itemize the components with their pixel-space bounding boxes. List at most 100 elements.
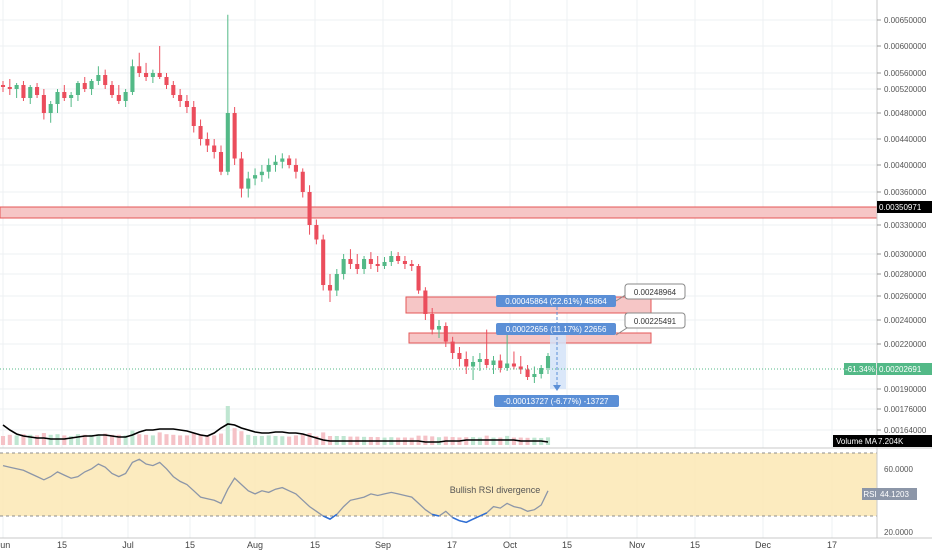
price-tick-label: 0.00400000 xyxy=(884,161,927,170)
volume-bar xyxy=(498,437,503,445)
price-tick-label: 0.00440000 xyxy=(884,135,927,144)
candle-body xyxy=(471,362,476,367)
candle-body xyxy=(525,369,530,377)
candle-body xyxy=(280,158,285,162)
candle-body xyxy=(21,85,26,98)
candle-body xyxy=(382,262,387,266)
candle-body xyxy=(443,326,448,342)
volume-bar xyxy=(144,434,149,445)
price-tick-label: 0.00650000 xyxy=(884,16,927,25)
candle-body xyxy=(0,85,6,87)
candle-body xyxy=(355,264,360,269)
volume-bar xyxy=(266,435,271,445)
volume-bar xyxy=(48,434,53,445)
candle-body xyxy=(144,73,149,77)
volume-bar xyxy=(280,436,285,445)
candle-body xyxy=(225,113,230,172)
volume-bar xyxy=(259,436,264,445)
volume-bar xyxy=(191,433,196,445)
time-tick-label: 15 xyxy=(690,540,700,550)
time-tick-label: 15 xyxy=(185,540,195,550)
volume-bar xyxy=(287,436,292,445)
volume-bar xyxy=(157,432,162,445)
candle-body xyxy=(273,161,278,165)
candle-body xyxy=(375,264,380,266)
candle-body xyxy=(396,256,401,261)
callout-2[interactable]: 0.00225491 xyxy=(615,312,686,336)
candle-body xyxy=(341,259,346,274)
volume-bar xyxy=(35,435,40,445)
rsi-badge: RSI 44.1203 xyxy=(862,488,917,500)
volume-bar xyxy=(212,435,217,445)
price-tick-label: 0.00480000 xyxy=(884,109,927,118)
volume-bar xyxy=(164,434,169,445)
candle-body xyxy=(48,104,53,113)
last-price-text: 0.00202691 xyxy=(879,365,922,374)
candle-body xyxy=(545,356,551,368)
candle-body xyxy=(511,363,516,367)
volume-bar xyxy=(471,437,476,445)
callout-1[interactable]: 0.00248964 xyxy=(615,283,686,302)
price-tick-label: 0.00600000 xyxy=(884,42,927,51)
candle-body xyxy=(157,73,162,77)
candle-body xyxy=(41,95,46,113)
candle-body xyxy=(334,274,339,291)
volume-bar xyxy=(103,433,108,445)
candle-body xyxy=(239,158,244,189)
volume-ma-line xyxy=(2,423,549,443)
measure-label-2-text: 0.00022656 (11.17%) 22656 xyxy=(506,325,607,334)
change-badge-text: -61.34% xyxy=(845,365,875,374)
measure-label-down-text: -0.00013727 (-6.77%) -13727 xyxy=(504,397,610,406)
volume-ma-badge: Volume MA 7.204K xyxy=(833,435,932,447)
volume-bar xyxy=(253,436,258,445)
level-badge: 0.00350971 xyxy=(877,201,932,213)
price-tick-label: 0.00176000 xyxy=(884,405,927,414)
last-price-badge: -61.34% 0.00202691 xyxy=(844,363,932,375)
volume-bar xyxy=(62,435,67,445)
candle-body xyxy=(450,341,455,353)
candle-body xyxy=(416,266,421,291)
time-tick-label: Jun xyxy=(0,540,10,550)
rsi-label: RSI xyxy=(863,490,876,499)
resistance-zone[interactable] xyxy=(0,206,878,219)
candle-body xyxy=(314,225,319,240)
candle-body xyxy=(389,256,394,262)
candle-body xyxy=(307,192,312,225)
volume-bar xyxy=(28,434,33,445)
time-tick-label: Sep xyxy=(375,540,391,550)
candle-body xyxy=(35,87,40,95)
volume-bar xyxy=(96,434,101,445)
candle-body xyxy=(266,165,271,172)
candle-body xyxy=(423,290,428,314)
volume-bar xyxy=(430,436,435,445)
volume-bar xyxy=(218,433,224,445)
measure-label-2: 0.00022656 (11.17%) 22656 xyxy=(496,323,616,335)
volume-ma-value: 7.204K xyxy=(878,437,904,446)
volume-bar xyxy=(7,434,12,445)
candle-body xyxy=(402,261,407,264)
volume-bar xyxy=(423,435,428,445)
level-badge-text: 0.00350971 xyxy=(879,203,922,212)
price-tick-label: 0.00330000 xyxy=(884,221,927,230)
volume-bar xyxy=(171,434,176,445)
candle-body xyxy=(130,66,135,92)
candle-body xyxy=(436,326,442,330)
volume-bar xyxy=(246,434,251,445)
time-tick-label: Aug xyxy=(247,540,263,550)
volume-bar xyxy=(123,435,128,445)
candle-body xyxy=(464,359,469,367)
candle-body xyxy=(253,175,258,179)
time-tick-label: 15 xyxy=(57,540,67,550)
candle-body xyxy=(505,363,510,368)
time-tick-label: 15 xyxy=(562,540,572,550)
candle-body xyxy=(150,73,155,77)
volume-bar xyxy=(232,428,237,445)
candle-body xyxy=(484,359,489,365)
price-tick-label: 0.00164000 xyxy=(884,426,927,435)
volume-bar xyxy=(116,434,121,445)
candle-body xyxy=(498,360,503,368)
volume-bar xyxy=(82,434,87,445)
measure-box[interactable] xyxy=(550,333,566,389)
volume-bar xyxy=(75,434,80,445)
candle-body xyxy=(348,259,353,264)
